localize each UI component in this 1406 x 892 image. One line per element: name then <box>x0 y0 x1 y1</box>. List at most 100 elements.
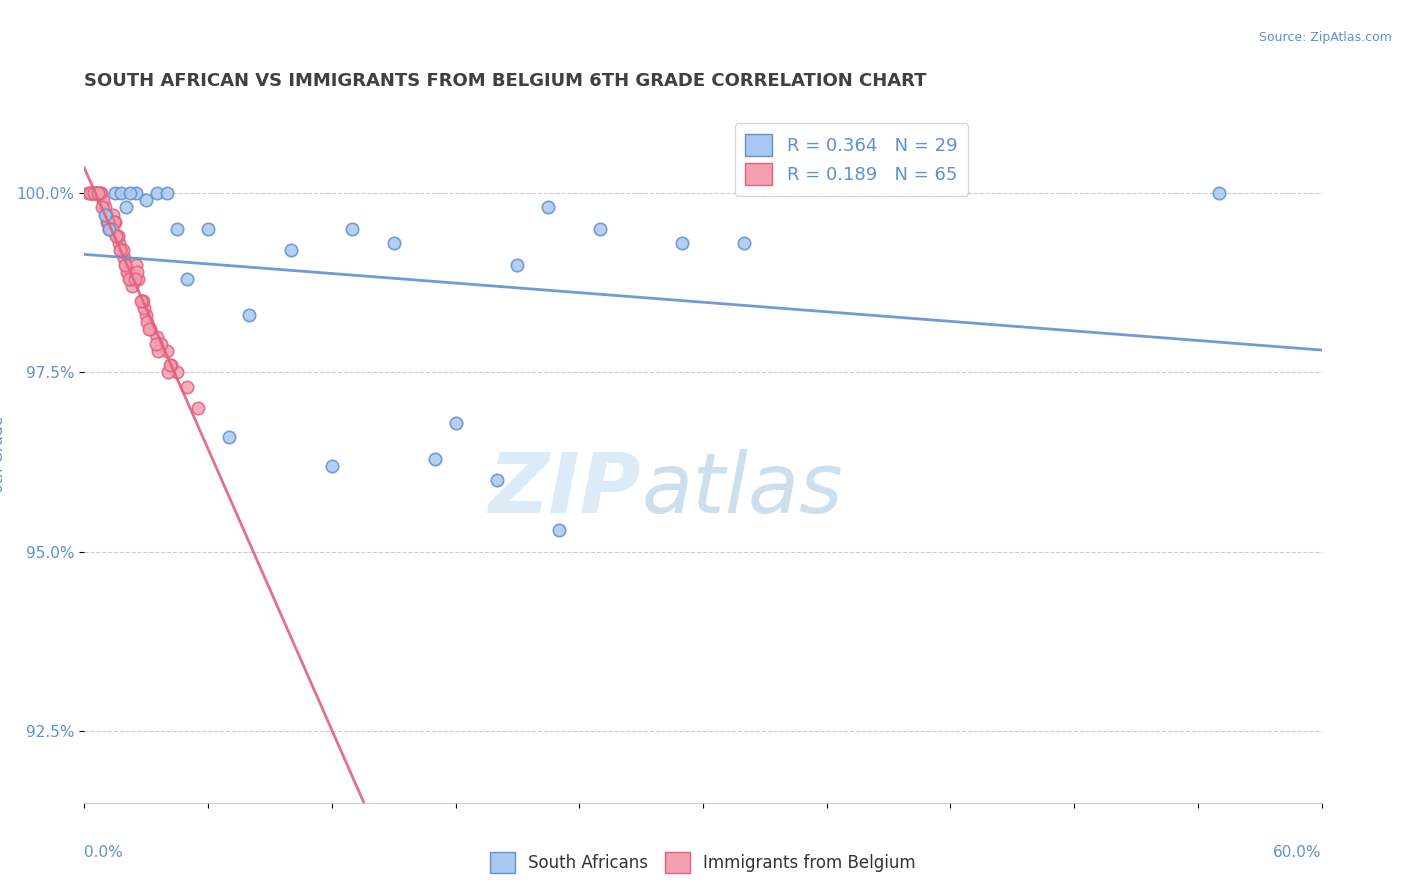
Point <box>238 308 260 322</box>
Point <box>132 293 155 308</box>
Point <box>166 222 188 236</box>
Point <box>79 186 101 200</box>
Point <box>111 244 134 258</box>
Point <box>176 380 198 394</box>
Point <box>104 215 127 229</box>
Point <box>321 458 343 473</box>
Point <box>103 208 125 222</box>
Text: ZIP: ZIP <box>488 450 641 530</box>
Point <box>1208 186 1230 200</box>
Point <box>280 244 302 258</box>
Point <box>82 186 104 200</box>
Point <box>79 186 101 200</box>
Point <box>176 272 198 286</box>
Point <box>83 186 105 200</box>
Point <box>110 244 132 258</box>
Point <box>218 430 240 444</box>
Point <box>118 272 141 286</box>
Point <box>117 265 139 279</box>
Point <box>127 272 149 286</box>
Point <box>506 258 529 272</box>
Point <box>589 222 612 236</box>
Point <box>342 222 364 236</box>
Point <box>146 343 169 358</box>
Point <box>100 222 122 236</box>
Point <box>131 293 153 308</box>
Point <box>125 265 148 279</box>
Point <box>110 244 132 258</box>
Point <box>107 229 129 244</box>
Point <box>733 236 755 251</box>
Point <box>84 186 107 200</box>
Point <box>547 523 569 537</box>
Y-axis label: 6th Grade: 6th Grade <box>0 417 6 493</box>
Point <box>110 186 132 200</box>
Point <box>156 343 179 358</box>
Point <box>87 186 110 200</box>
Point <box>145 336 167 351</box>
Point <box>156 186 179 200</box>
Point <box>149 336 172 351</box>
Point <box>105 229 128 244</box>
Point <box>121 279 143 293</box>
Point <box>94 201 117 215</box>
Point <box>105 229 128 244</box>
Point <box>90 201 112 215</box>
Point <box>187 401 209 416</box>
Point <box>114 258 136 272</box>
Text: 60.0%: 60.0% <box>1274 845 1322 860</box>
Point <box>138 322 160 336</box>
Point <box>115 265 138 279</box>
Point <box>145 329 167 343</box>
Point <box>120 272 142 286</box>
Point <box>166 366 188 380</box>
Point <box>112 251 135 265</box>
Text: atlas: atlas <box>641 450 842 530</box>
Point <box>98 222 121 236</box>
Point <box>145 186 167 200</box>
Point <box>118 186 141 200</box>
Point <box>125 186 148 200</box>
Point <box>77 186 100 200</box>
Point <box>382 236 405 251</box>
Point <box>98 222 121 236</box>
Point <box>197 222 219 236</box>
Point <box>86 186 108 200</box>
Point <box>87 186 110 200</box>
Point <box>80 186 103 200</box>
Point <box>139 322 162 336</box>
Point <box>114 201 136 215</box>
Text: 0.0%: 0.0% <box>84 845 124 860</box>
Text: SOUTH AFRICAN VS IMMIGRANTS FROM BELGIUM 6TH GRADE CORRELATION CHART: SOUTH AFRICAN VS IMMIGRANTS FROM BELGIUM… <box>84 72 927 90</box>
Point <box>156 366 179 380</box>
Point <box>94 208 117 222</box>
Point <box>423 451 446 466</box>
Point <box>108 236 131 251</box>
Point <box>94 208 117 222</box>
Point <box>124 272 146 286</box>
Legend: South Africans, Immigrants from Belgium: South Africans, Immigrants from Belgium <box>484 846 922 880</box>
Point <box>83 186 105 200</box>
Point <box>135 194 157 208</box>
Legend: R = 0.364   N = 29, R = 0.189   N = 65: R = 0.364 N = 29, R = 0.189 N = 65 <box>734 123 969 196</box>
Point <box>135 308 157 322</box>
Point <box>118 272 141 286</box>
Point <box>104 186 127 200</box>
Point <box>91 194 114 208</box>
Point <box>136 315 159 329</box>
Point <box>114 258 136 272</box>
Point <box>159 358 181 372</box>
Text: Source: ZipAtlas.com: Source: ZipAtlas.com <box>1258 31 1392 45</box>
Point <box>98 222 121 236</box>
Point <box>101 222 124 236</box>
Point <box>89 186 111 200</box>
Point <box>103 215 125 229</box>
Point <box>160 358 183 372</box>
Point <box>537 201 560 215</box>
Point <box>125 258 148 272</box>
Point <box>134 301 156 315</box>
Point <box>96 215 118 229</box>
Point <box>90 186 112 200</box>
Point <box>671 236 693 251</box>
Point <box>97 215 120 229</box>
